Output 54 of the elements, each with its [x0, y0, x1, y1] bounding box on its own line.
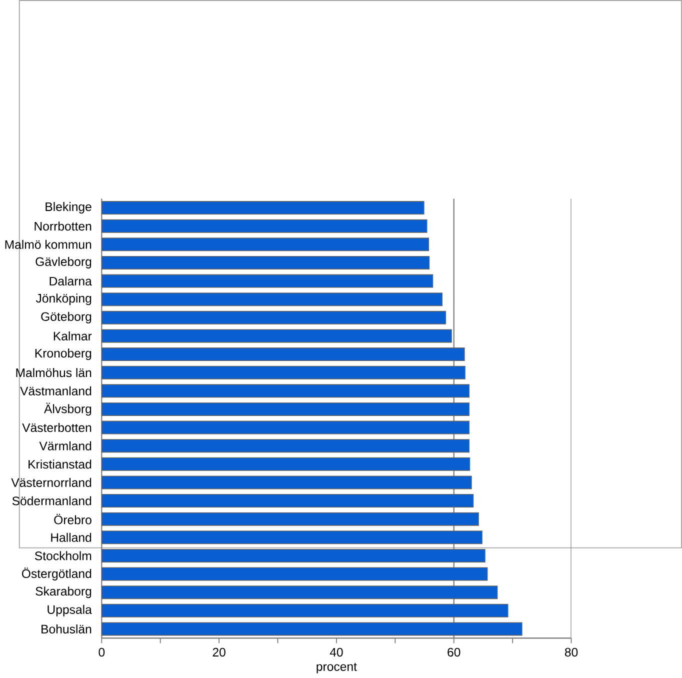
- y-tick-label: Västerbotten: [22, 423, 92, 432]
- y-tick-label: Malmöhus län: [16, 368, 92, 378]
- y-tick-label: Södermanland: [12, 496, 92, 506]
- y-tick-label: Gävleborg: [36, 257, 92, 269]
- y-tick-label: Kalmar: [54, 332, 92, 341]
- x-tick-label: 60: [448, 648, 460, 657]
- bar: [102, 292, 443, 306]
- bar: [102, 420, 470, 434]
- y-tick-label: Göteborg: [41, 312, 92, 324]
- bar: [102, 622, 522, 636]
- bar: [102, 530, 482, 544]
- y-tick-label: Stockholm: [34, 551, 92, 560]
- bar: [102, 494, 474, 508]
- y-tick-label: Västernorrland: [11, 478, 92, 488]
- bar: [102, 348, 465, 362]
- bar: [102, 256, 430, 270]
- bar: [102, 512, 479, 526]
- y-tick-label: Värmland: [39, 441, 92, 451]
- y-tick-label: Dalarna: [50, 276, 92, 286]
- y-tick-label: Kristianstad: [28, 460, 92, 469]
- x-tick-label: 80: [564, 648, 578, 657]
- y-tick-label: Skaraborg: [36, 586, 92, 598]
- y-tick-label: Halland: [51, 533, 92, 542]
- y-tick-label: Västmanland: [20, 386, 92, 396]
- bar: [102, 586, 498, 600]
- y-tick-label: Älvsborg: [44, 402, 92, 416]
- bar: [102, 329, 452, 343]
- y-tick-label: Jönköping: [36, 294, 92, 306]
- bar: [102, 402, 470, 416]
- bar: [102, 220, 428, 233]
- bar: [102, 604, 508, 618]
- bar: [102, 311, 446, 325]
- y-tick-label: Östergötland: [22, 568, 92, 581]
- y-tick-label: Norrbotten: [34, 222, 92, 231]
- x-axis-title: procent: [316, 663, 357, 674]
- x-tick-label: 20: [212, 648, 226, 657]
- bar: [102, 238, 430, 252]
- x-tick-label: 0: [98, 648, 105, 657]
- bar: [102, 384, 470, 398]
- x-tick-label: 40: [330, 648, 343, 657]
- y-tick-label: Malmö kommun: [5, 240, 92, 250]
- bar: [102, 549, 486, 563]
- bar: [102, 476, 472, 490]
- bar: [102, 439, 470, 453]
- y-tick-label: Bohuslän: [42, 624, 92, 634]
- bar: [102, 274, 434, 288]
- bar: [102, 366, 466, 380]
- bar: [102, 201, 424, 215]
- y-tick-label: Kronoberg: [35, 348, 92, 360]
- y-tick-label: Blekinge: [46, 202, 92, 214]
- bar: [102, 567, 488, 581]
- y-tick-label: Örebro: [54, 514, 92, 524]
- y-tick-label: Uppsala: [48, 605, 92, 617]
- bar: [102, 458, 470, 472]
